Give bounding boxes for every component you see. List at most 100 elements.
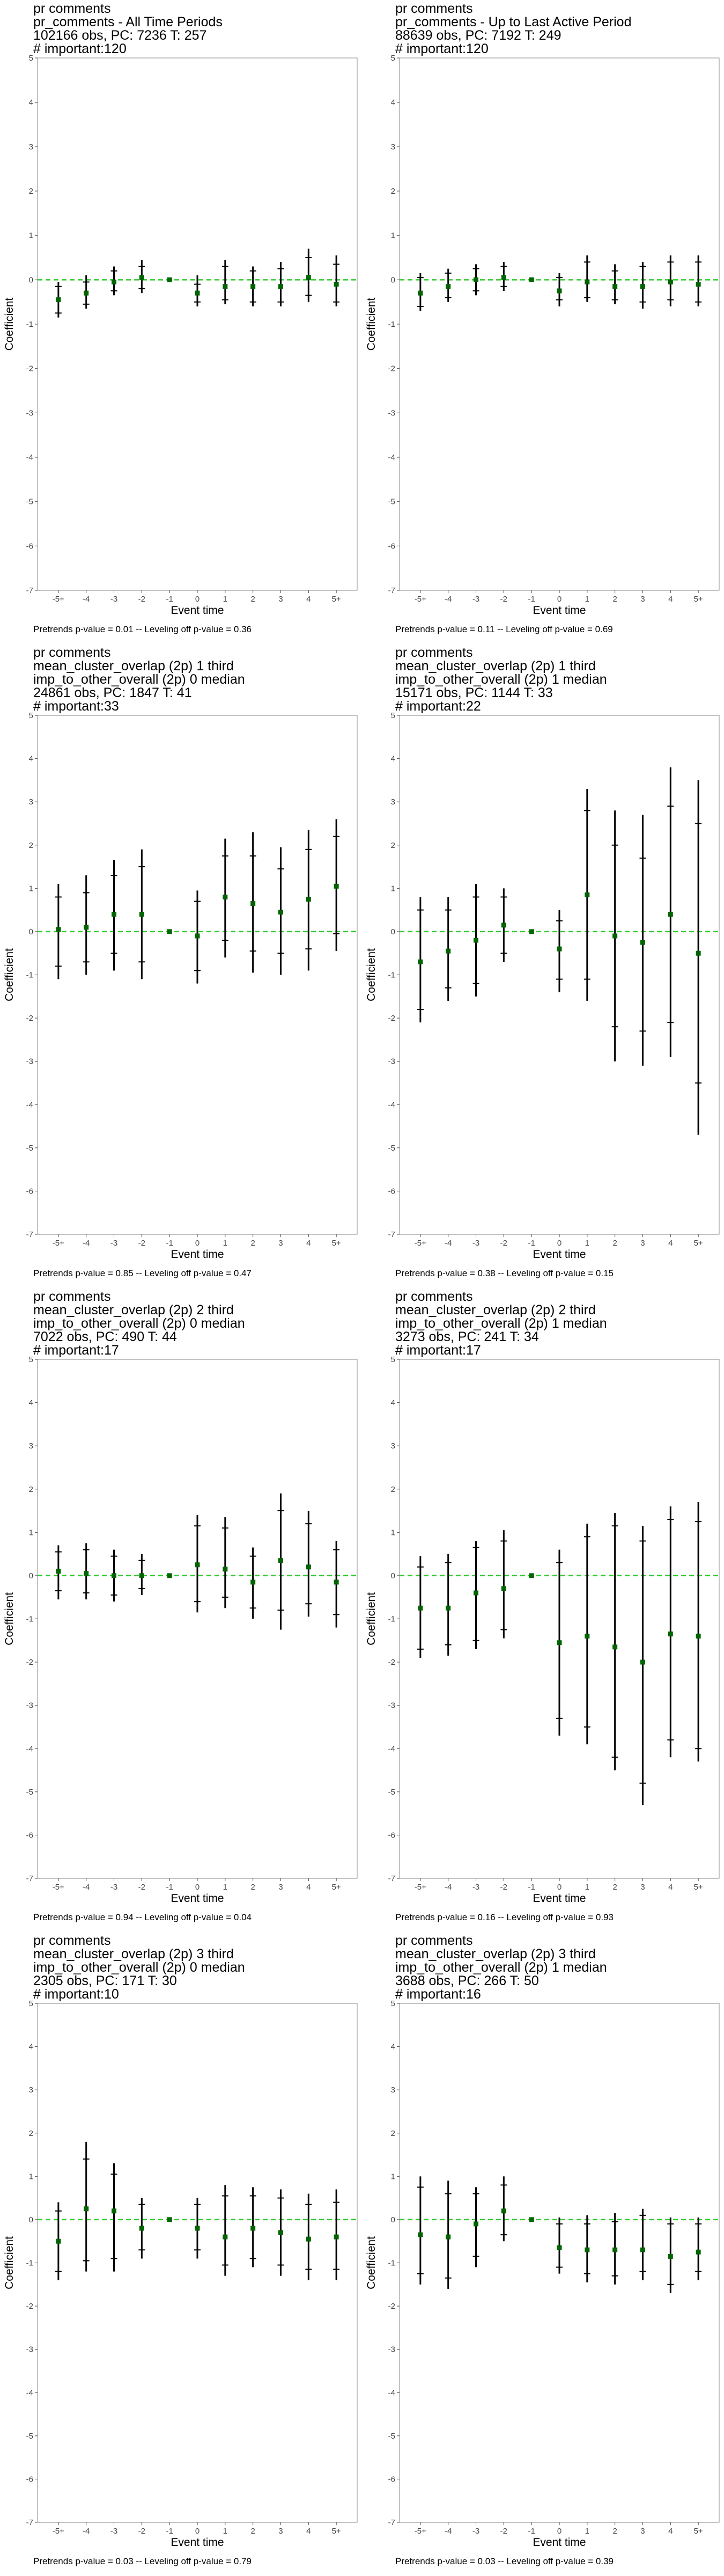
y-tick-label: -7 <box>388 1230 395 1239</box>
title-line: pr_comments - All Time Periods <box>33 14 223 30</box>
x-tick-label: -1 <box>528 595 535 604</box>
y-tick-label: 4 <box>29 1399 33 1408</box>
x-tick-label: -4 <box>83 595 90 604</box>
y-tick-label: -1 <box>26 320 33 329</box>
coefficient-point <box>418 959 423 964</box>
chart-title: pr comments pr_comments - Up to Last Acti… <box>395 2 631 56</box>
y-tick-label: 4 <box>29 2043 33 2052</box>
title-line: mean_cluster_overlap (2p) 1 third <box>395 658 596 674</box>
x-tick-label: 3 <box>640 1883 645 1892</box>
chart-title: pr comments mean_cluster_overlap (2p) 1 t… <box>395 646 607 713</box>
x-tick-label: -5+ <box>415 595 426 604</box>
y-tick-label: 2 <box>29 1485 33 1494</box>
y-tick-label: -3 <box>388 2345 395 2354</box>
x-tick-label: 4 <box>306 2527 311 2536</box>
coefficient-point <box>612 2247 618 2252</box>
y-tick-label: 1 <box>391 2172 395 2181</box>
y-tick-label: -3 <box>26 1057 33 1066</box>
coefficient-point <box>278 2230 283 2235</box>
coefficient-point <box>334 883 339 889</box>
x-tick-label: -2 <box>500 2527 507 2536</box>
coefficient-point <box>195 933 200 939</box>
y-tick-label: -1 <box>388 320 395 329</box>
title-line: imp_to_other_overall (2p) 0 median <box>33 672 245 687</box>
coefficient-point <box>334 2234 339 2240</box>
y-tick-label: -2 <box>26 1014 33 1023</box>
x-tick-label: 2 <box>250 2527 255 2536</box>
y-tick-label: 3 <box>29 1441 33 1451</box>
pvalue-note: Pretrends p-value = 0.38 -- Leveling off… <box>395 1268 614 1278</box>
y-tick-label: 1 <box>29 2172 33 2181</box>
x-tick-label: 1 <box>223 2527 227 2536</box>
x-axis-label: Event time <box>533 604 586 617</box>
coefficient-point <box>84 290 89 296</box>
title-line: mean_cluster_overlap (2p) 2 third <box>33 1302 234 1318</box>
y-tick-label: 5 <box>391 711 395 720</box>
y-tick-label: 0 <box>29 1571 33 1580</box>
y-tick-label: -3 <box>388 1057 395 1066</box>
y-tick-label: -2 <box>26 2302 33 2311</box>
y-axis-label: Coefficient <box>3 297 16 350</box>
x-tick-label: 4 <box>306 1239 311 1248</box>
x-tick-label: 2 <box>612 1239 617 1248</box>
title-line: 88639 obs, PC: 7192 T: 249 <box>395 28 562 43</box>
x-tick-label: 2 <box>612 595 617 604</box>
coefficient-point <box>195 290 200 296</box>
y-tick-label: 3 <box>391 142 395 151</box>
title-line: mean_cluster_overlap (2p) 3 third <box>33 1946 234 1962</box>
y-tick-label: -5 <box>388 1144 395 1153</box>
x-tick-label: -2 <box>138 1883 145 1892</box>
title-line: 3688 obs, PC: 266 T: 50 <box>395 1973 539 1988</box>
y-tick-label: -2 <box>388 1658 395 1667</box>
y-tick-label: -3 <box>388 408 395 418</box>
y-tick-label: -6 <box>388 2475 395 2484</box>
y-tick-label: -3 <box>26 408 33 418</box>
y-tick-label: 2 <box>391 841 395 850</box>
chart-panel: pr comments mean_cluster_overlap (2p) 3 t… <box>0 1932 362 2576</box>
x-tick-label: -1 <box>528 2527 535 2536</box>
chart-panel: pr comments mean_cluster_overlap (2p) 2 t… <box>362 1288 724 1932</box>
coefficient-point <box>223 1567 228 1572</box>
coefficient-point <box>585 1634 590 1639</box>
coefficient-point <box>418 1605 423 1611</box>
coefficient-point <box>112 279 117 284</box>
x-tick-label: 1 <box>585 1883 589 1892</box>
title-line: 15171 obs, PC: 1144 T: 33 <box>395 685 553 700</box>
pvalue-note: Pretrends p-value = 0.85 -- Leveling off… <box>33 1268 252 1278</box>
y-tick-label: 1 <box>391 231 395 240</box>
title-line: 7022 obs, PC: 490 T: 44 <box>33 1329 177 1344</box>
title-line: pr comments <box>33 1933 111 1948</box>
coefficient-point <box>446 284 451 289</box>
coefficient-point <box>195 2226 200 2231</box>
coefficient-point <box>84 1571 89 1576</box>
chart-title: pr comments mean_cluster_overlap (2p) 3 t… <box>33 1934 245 2001</box>
y-tick-label: -4 <box>388 1100 395 1109</box>
x-tick-label: -4 <box>445 1239 452 1248</box>
coefficient-point <box>557 288 562 294</box>
y-tick-label: 0 <box>391 927 395 936</box>
coefficient-point <box>612 1644 618 1650</box>
coefficient-point <box>306 896 311 902</box>
coefficient-point <box>56 2238 61 2244</box>
coefficient-point <box>640 940 645 945</box>
chart-svg: -7 -6 -5 -4 -3 -2 -1 0 1 2 3 4 5 -5+ -4 -3 -2 -1 0 1 2 3 4 5+ Ev… <box>3 1355 358 1905</box>
y-tick-label: -6 <box>26 1831 33 1840</box>
x-tick-label: -2 <box>138 2527 145 2536</box>
y-tick-label: -6 <box>26 2475 33 2484</box>
y-tick-label: 2 <box>29 2129 33 2138</box>
y-tick-label: 1 <box>391 1528 395 1537</box>
y-tick-label: -4 <box>26 453 33 462</box>
x-tick-label: 1 <box>585 595 589 604</box>
y-axis-label: Coefficient <box>3 2236 16 2289</box>
coefficient-point <box>167 2217 172 2222</box>
y-tick-label: -7 <box>26 1230 33 1239</box>
y-tick-label: -5 <box>388 497 395 507</box>
y-tick-label: 2 <box>29 187 33 196</box>
coefficient-point <box>306 1564 311 1570</box>
title-line: pr comments <box>33 1 111 16</box>
y-tick-label: 3 <box>29 142 33 151</box>
x-tick-label: 0 <box>195 595 200 604</box>
coefficient-point <box>250 1579 256 1585</box>
coefficient-point <box>223 284 228 289</box>
x-tick-label: 1 <box>223 1883 227 1892</box>
